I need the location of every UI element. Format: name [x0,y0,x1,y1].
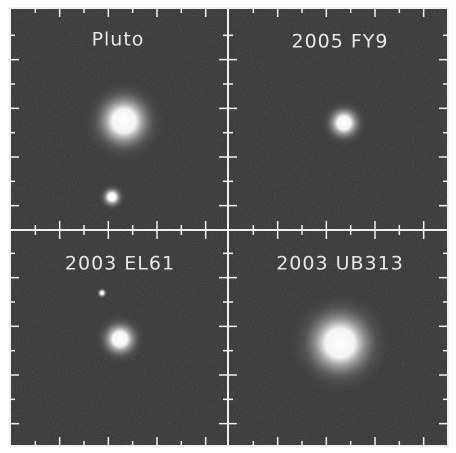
figure: Pluto 2005 FY9 2003 EL61 2003 UB313 [0,0,456,453]
page: Pluto 2005 FY9 2003 EL61 2003 UB313 (() … [0,0,456,453]
fy9 [320,99,368,147]
panel-label: Pluto [92,29,145,51]
panel-label: 2003 EL61 [65,253,175,275]
charon [98,183,126,211]
el61-moon [96,287,108,299]
el61 [94,313,146,365]
panel-label: 2003 UB313 [276,253,404,275]
panel-label: 2005 FY9 [291,31,388,53]
ub313 [288,291,392,395]
pluto [82,79,166,163]
